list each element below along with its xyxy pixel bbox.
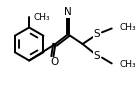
Text: N: N xyxy=(64,7,72,17)
Text: CH₃: CH₃ xyxy=(33,13,50,22)
Text: CH₃: CH₃ xyxy=(120,23,136,32)
Text: CH₃: CH₃ xyxy=(120,60,136,69)
Text: O: O xyxy=(50,57,59,67)
Text: S: S xyxy=(94,51,100,61)
Text: S: S xyxy=(94,29,100,39)
